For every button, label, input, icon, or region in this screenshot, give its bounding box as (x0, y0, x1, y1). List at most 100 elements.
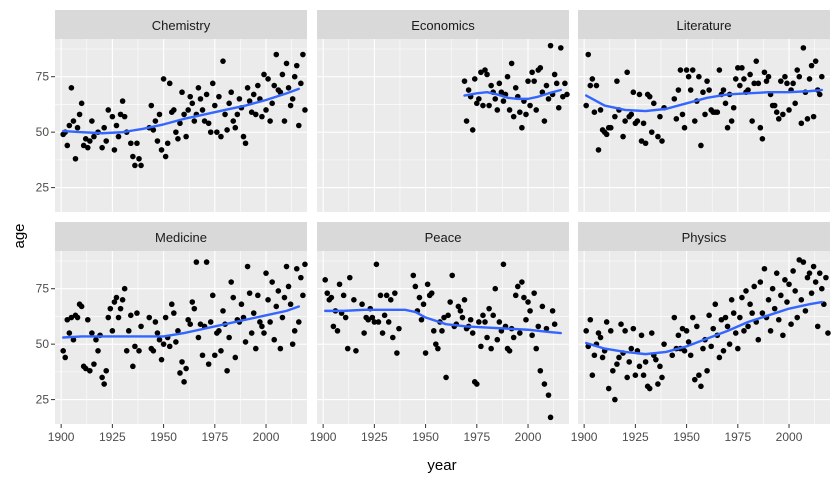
plot-background (317, 251, 569, 424)
data-point (177, 120, 183, 127)
data-point (261, 71, 267, 78)
data-point (344, 345, 351, 352)
data-point (626, 359, 633, 365)
data-point (162, 153, 169, 160)
data-point (82, 365, 89, 372)
data-point (334, 328, 341, 334)
y-tick-label: 25 (36, 181, 50, 195)
panels-layer: Chemistry Economics Literature Medicine Peac… (55, 10, 831, 424)
data-point (732, 76, 739, 82)
data-point (455, 303, 462, 310)
data-point (191, 118, 198, 124)
data-point (418, 316, 425, 323)
data-point (560, 93, 566, 100)
data-point (761, 69, 768, 76)
data-point (136, 155, 142, 162)
data-point (482, 67, 488, 73)
data-point (269, 100, 275, 107)
y-tick-label: 75 (36, 70, 50, 84)
data-point (547, 414, 554, 421)
data-point (825, 330, 831, 336)
data-point (365, 316, 372, 323)
data-point (614, 361, 620, 367)
data-point (132, 162, 138, 169)
facet-panel: Economics (317, 10, 570, 212)
data-point (640, 120, 647, 127)
data-point (263, 107, 269, 113)
data-point (103, 367, 110, 374)
data-point (691, 118, 698, 124)
data-point (788, 321, 794, 327)
data-point (168, 301, 175, 308)
data-point (689, 314, 696, 321)
data-point (496, 319, 503, 325)
data-point (519, 279, 525, 285)
data-point (739, 65, 745, 71)
data-point (628, 345, 635, 352)
data-point (443, 374, 449, 381)
data-point (700, 345, 706, 352)
data-point (765, 296, 772, 303)
data-point (710, 325, 717, 332)
data-point (794, 67, 801, 73)
x-tick-label: 1925 (622, 430, 649, 444)
facet-panel: Literature (578, 10, 830, 212)
data-point (175, 328, 181, 334)
data-point (716, 354, 723, 361)
data-point (277, 345, 284, 352)
data-point (273, 51, 280, 58)
data-point (638, 332, 645, 339)
data-point (238, 301, 245, 308)
data-point (222, 111, 228, 118)
facet-strip (55, 222, 307, 251)
data-point (412, 283, 419, 290)
data-point (291, 73, 298, 80)
data-point (527, 102, 533, 109)
data-point (661, 341, 667, 347)
data-point (642, 140, 649, 147)
data-point (775, 316, 782, 323)
facet-panel: Medicine (55, 222, 308, 424)
data-point (115, 133, 122, 140)
data-point (529, 332, 535, 339)
data-point (89, 330, 95, 336)
data-point (447, 299, 453, 305)
data-point (287, 102, 294, 109)
data-point (457, 308, 464, 314)
data-point (166, 80, 173, 87)
data-point (138, 162, 144, 169)
data-point (197, 96, 204, 102)
data-point (298, 80, 304, 87)
data-point (66, 122, 73, 129)
data-point (765, 73, 772, 80)
data-point (521, 294, 527, 301)
data-point (747, 71, 753, 78)
data-point (430, 328, 437, 334)
data-point (117, 111, 124, 118)
data-point (622, 118, 628, 124)
data-point (439, 328, 445, 334)
data-point (424, 281, 431, 288)
data-point (484, 71, 490, 78)
data-point (252, 111, 259, 118)
smooth-trend-line (463, 88, 562, 101)
data-point (78, 100, 85, 107)
data-point (111, 147, 118, 153)
data-point (113, 122, 120, 129)
data-point (212, 352, 218, 359)
data-point (201, 118, 208, 124)
x-tick-label: 2000 (515, 430, 542, 444)
data-point (394, 350, 400, 356)
data-point (91, 361, 97, 367)
data-point (87, 367, 93, 374)
data-point (553, 80, 560, 87)
data-point (87, 138, 93, 144)
data-point (558, 45, 564, 51)
data-point (675, 332, 682, 339)
data-point (70, 336, 77, 343)
data-point (679, 111, 686, 118)
data-point (93, 336, 99, 343)
data-point (255, 82, 261, 89)
y-tick-label: 50 (36, 337, 50, 351)
data-point (798, 120, 805, 127)
